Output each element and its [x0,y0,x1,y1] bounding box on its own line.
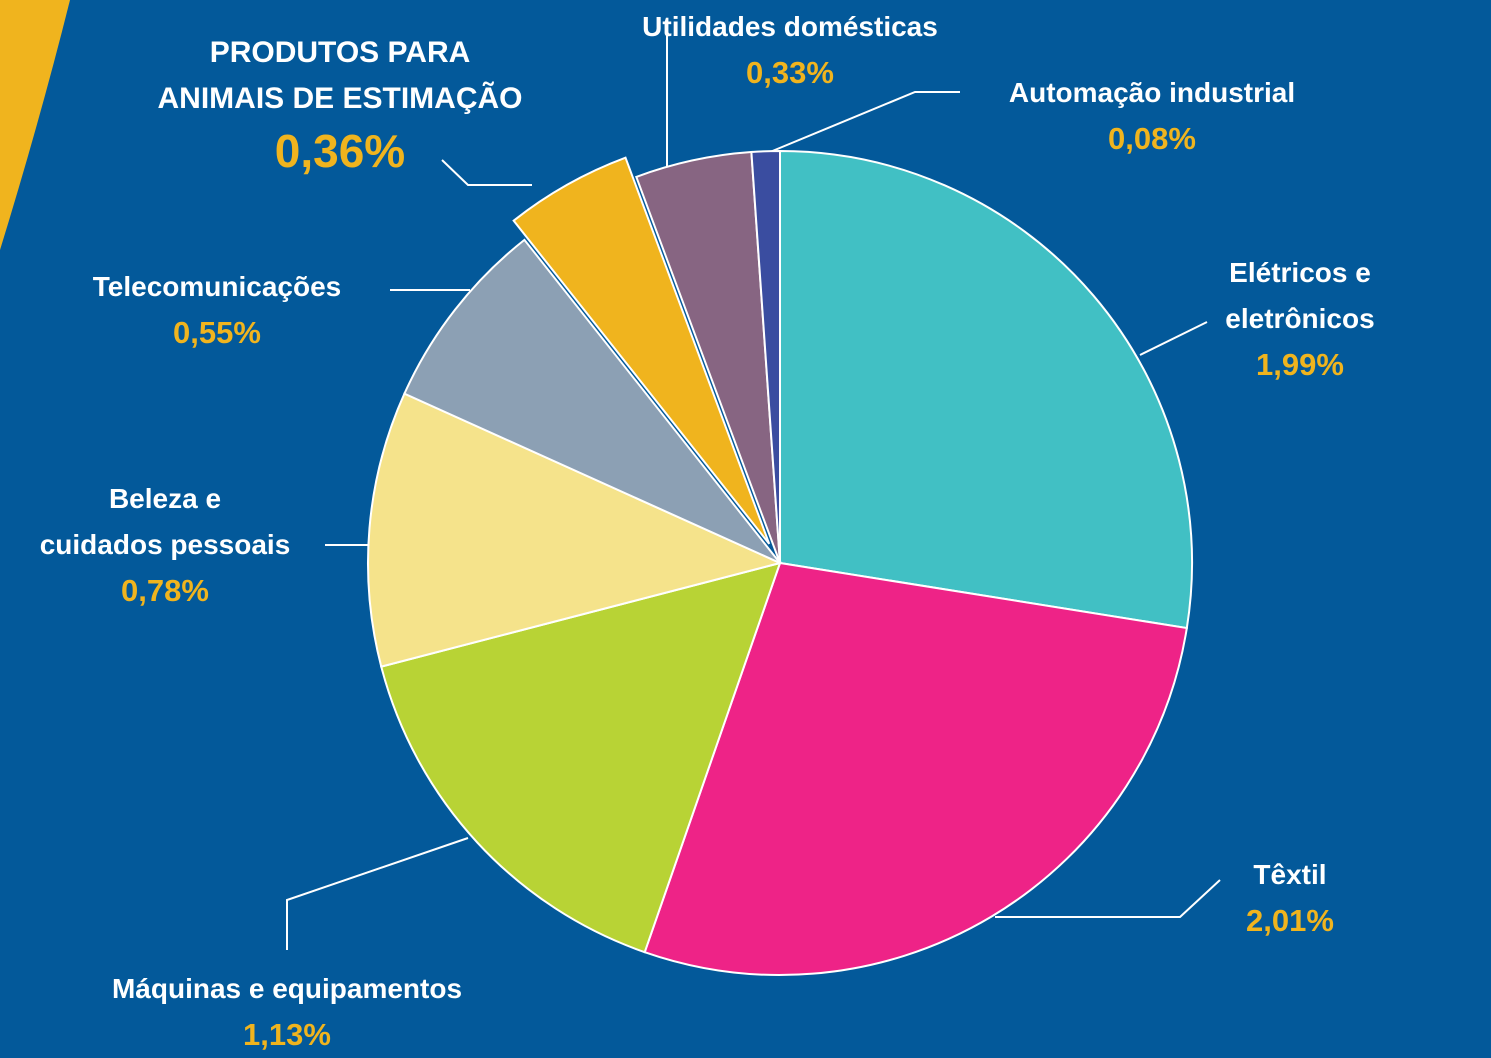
slice-label: Beleza e cuidados pessoais 0,78% [40,476,291,614]
leader-line [1139,321,1208,356]
slice-label: Utilidades domésticas 0,33% [642,4,938,96]
value-label: 1,99% [1256,347,1344,382]
slice-label: Máquinas e equipamentos 1,13% [112,966,462,1058]
slice-label: PRODUTOS PARA ANIMAIS DE ESTIMAÇÃO 0,36% [157,30,522,180]
category-label: Beleza e cuidados pessoais [39,483,291,560]
leader-line [441,159,532,186]
category-label: Automação industrial [1008,77,1296,108]
slice-label: Telecomunicações 0,55% [93,264,341,356]
slice [779,149,1193,630]
leader-line [769,91,960,153]
slices [367,149,1193,976]
category-label: Elétricos e eletrônicos [1225,257,1375,334]
leader-lines [286,35,1221,950]
slice [643,561,1188,976]
value-label: 0,36% [274,125,406,177]
slice [750,149,781,564]
slice-label: Têxtil 2,01% [1246,852,1334,944]
value-label: 0,55% [173,315,261,350]
value-label: 0,33% [746,55,834,90]
slice [403,238,781,564]
slice [512,156,771,545]
value-label: 0,78% [121,573,209,608]
slice [367,392,783,668]
category-label: PRODUTOS PARA ANIMAIS DE ESTIMAÇÃO [157,36,523,115]
value-label: 0,08% [1108,121,1196,156]
decor-swoosh [0,0,70,250]
value-label: 1,13% [243,1017,331,1052]
slice-label: Elétricos e eletrônicos 1,99% [1205,250,1396,388]
category-label: Têxtil [1253,859,1327,890]
category-label: Telecomunicações [92,271,342,302]
leader-line [995,879,1221,918]
slice-label: Automação industrial 0,08% [1009,70,1295,162]
category-label: Máquinas e equipamentos [111,973,463,1004]
category-label: Utilidades domésticas [642,11,938,42]
leader-line [286,837,469,950]
value-label: 2,01% [1246,903,1334,938]
slice [380,561,782,954]
